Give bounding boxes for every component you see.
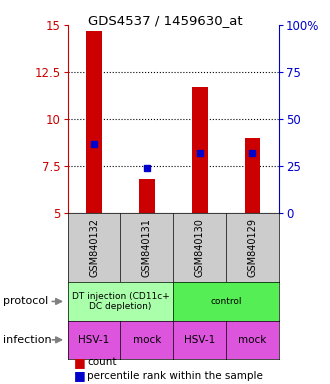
Text: GSM840129: GSM840129: [248, 218, 257, 277]
Text: mock: mock: [133, 335, 161, 345]
Text: percentile rank within the sample: percentile rank within the sample: [87, 371, 263, 381]
Text: HSV-1: HSV-1: [79, 335, 110, 345]
Text: infection: infection: [3, 335, 52, 345]
Text: protocol: protocol: [3, 296, 49, 306]
Bar: [245, 138, 260, 213]
Text: ■: ■: [74, 369, 86, 382]
Text: GSM840130: GSM840130: [195, 218, 205, 277]
Text: ■: ■: [74, 356, 86, 369]
Text: mock: mock: [238, 335, 267, 345]
Bar: [86, 31, 102, 213]
Text: GSM840132: GSM840132: [89, 218, 99, 277]
Bar: [139, 179, 155, 213]
Text: HSV-1: HSV-1: [184, 335, 215, 345]
Bar: [192, 87, 208, 213]
Text: count: count: [87, 357, 117, 367]
Text: GDS4537 / 1459630_at: GDS4537 / 1459630_at: [88, 14, 242, 27]
Text: DT injection (CD11c+
DC depletion): DT injection (CD11c+ DC depletion): [72, 292, 169, 311]
Text: GSM840131: GSM840131: [142, 218, 152, 277]
Text: control: control: [210, 297, 242, 306]
